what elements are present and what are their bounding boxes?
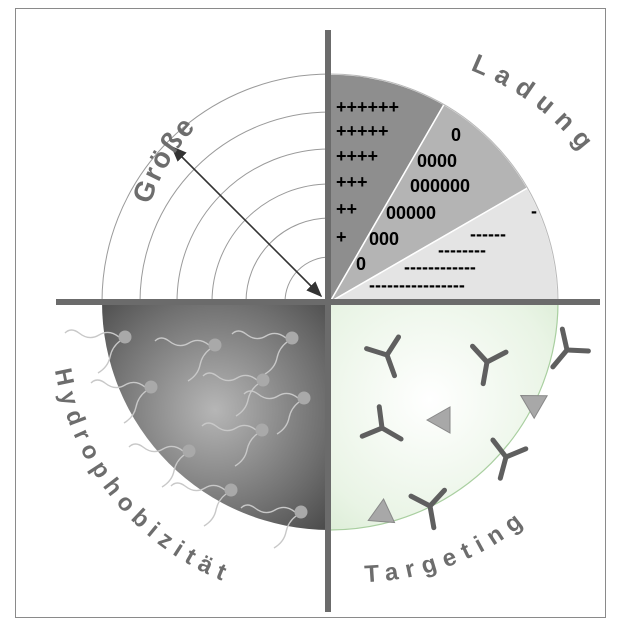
positive-charge-row: ++++++ <box>336 97 399 117</box>
neutral-charge-row: 0 <box>451 125 461 145</box>
charge-quadrant: +++++++++++++++++++++ 000000000000000000… <box>327 73 559 305</box>
hydrophobic-molecule <box>128 443 196 488</box>
triangle-ligand <box>367 498 396 524</box>
negative-charge-row: ------ <box>470 224 506 244</box>
positive-charge-row: +++ <box>336 172 368 192</box>
hydrophobic-molecule <box>170 482 238 527</box>
positive-charge-row: ++ <box>336 199 357 219</box>
neutral-charge-row: 000 <box>369 229 399 249</box>
size-arrow <box>170 145 323 298</box>
hydrophobic-molecules <box>64 329 311 549</box>
negative-charge-row: -------- <box>438 240 486 260</box>
hydrophobic-molecule <box>154 337 222 382</box>
triangle-ligand <box>519 394 549 420</box>
hydrophobic-molecule <box>201 422 269 467</box>
neutral-charge-row: 00000 <box>386 203 436 223</box>
targeting-ligands <box>359 326 591 531</box>
antibody-ligand <box>550 326 591 370</box>
size-quadrant <box>101 73 331 303</box>
antibody-ligand <box>490 437 529 481</box>
antibody-ligand <box>359 404 404 442</box>
negative-charge-row: - <box>531 201 537 221</box>
hydrophobicity-quadrant <box>64 302 330 549</box>
positive-charge-row: ++++ <box>336 146 378 166</box>
positive-charge-row: + <box>336 227 347 247</box>
negative-charge-row: ------------ <box>404 257 476 277</box>
positive-charge-row: +++++ <box>336 121 389 141</box>
positive-charge-symbols: +++++++++++++++++++++ <box>336 97 399 247</box>
hydrophobic-molecule <box>231 330 299 375</box>
antibody-ligand <box>364 334 402 379</box>
neutral-charge-row: 0 <box>356 254 366 274</box>
hydrophobic-molecule <box>243 390 311 435</box>
hydrophobic-molecule <box>202 372 270 417</box>
hydrophobic-molecule <box>240 504 308 549</box>
hydrophobic-molecule <box>90 379 158 424</box>
antibody-ligand <box>470 343 509 387</box>
size-label: Größe <box>126 110 201 207</box>
triangle-ligand <box>425 406 451 434</box>
neutral-charge-row: 000000 <box>410 176 470 196</box>
neutral-charge-row: 0000 <box>417 151 457 171</box>
negative-charge-row: ---------------- <box>369 275 465 295</box>
antibody-ligand <box>408 487 447 531</box>
targeting-quadrant <box>329 301 591 531</box>
hydrophobic-molecule <box>64 329 132 374</box>
negative-charge-symbols: ----------------------------------------… <box>369 201 537 295</box>
